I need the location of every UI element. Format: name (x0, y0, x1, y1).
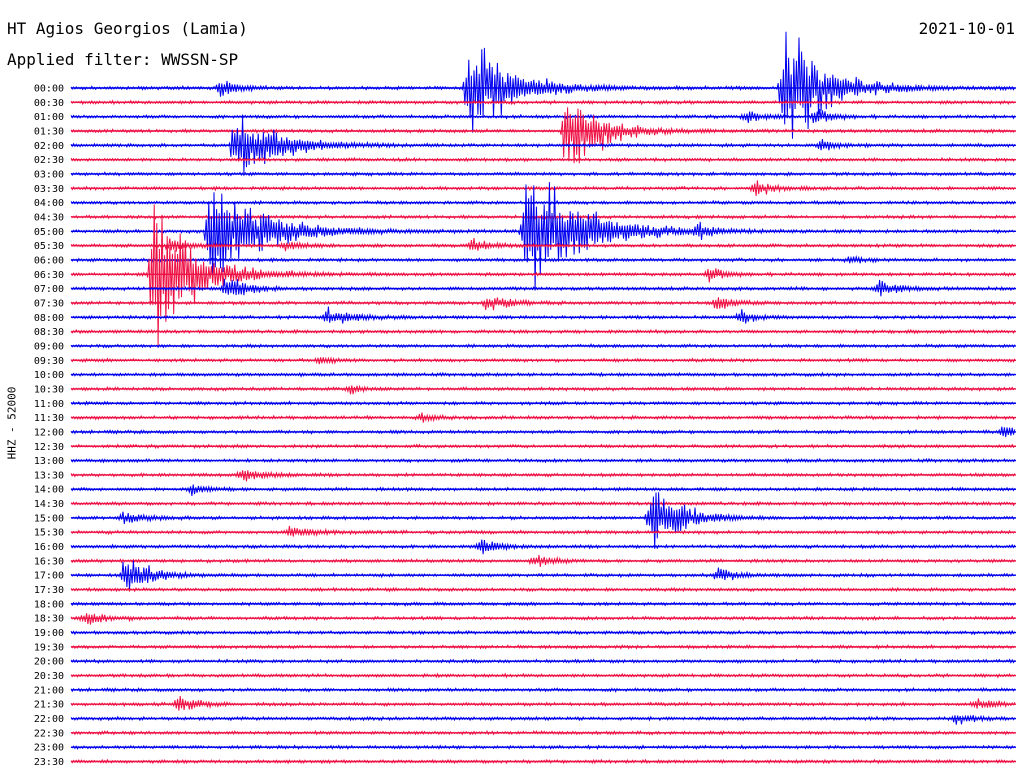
row-time-label: 08:30 (34, 327, 64, 338)
trace-row (70, 199, 1016, 206)
row-time-label: 17:30 (34, 585, 64, 596)
row-time-label: 00:00 (34, 84, 64, 95)
trace-row (70, 539, 1016, 555)
trace-row (70, 204, 1016, 346)
trace-row (70, 554, 1016, 567)
trace-row (70, 412, 1016, 423)
row-time-label: 13:30 (34, 470, 64, 481)
row-time-label: 15:30 (34, 528, 64, 539)
trace-row (70, 729, 1016, 736)
row-time-label: 12:00 (34, 427, 64, 438)
row-time-label: 07:00 (34, 284, 64, 295)
trace-row (70, 613, 1016, 625)
trace-row (70, 696, 1016, 711)
row-time-label: 01:30 (34, 126, 64, 137)
trace-row (70, 525, 1016, 537)
row-time-label: 16:00 (34, 542, 64, 553)
row-time-label: 21:30 (34, 700, 64, 711)
row-time-label: 23:30 (34, 757, 64, 768)
row-time-label: 11:30 (34, 413, 64, 424)
trace-row (70, 586, 1016, 593)
row-time-label: 00:30 (34, 98, 64, 109)
trace-row (70, 31, 1016, 139)
trace-row (70, 384, 1016, 395)
trace-row (70, 672, 1016, 679)
trace-row (70, 297, 1016, 311)
row-time-label: 19:30 (34, 642, 64, 653)
row-time-label: 22:00 (34, 714, 64, 725)
row-time-label: 22:30 (34, 728, 64, 739)
row-time-label: 23:00 (34, 743, 64, 754)
trace-row (70, 306, 1016, 324)
station-title: HT Agios Georgios (Lamia) (7, 19, 248, 38)
channel-label-text: HHZ - 52000 (5, 386, 19, 460)
row-time-label: 14:00 (34, 485, 64, 496)
filter-label: Applied filter: WWSSN-SP (7, 50, 239, 69)
trace-row (70, 744, 1016, 751)
trace-row (70, 492, 1016, 549)
row-time-label: 02:00 (34, 141, 64, 152)
time-tick-labels: 00:00 00:30 01:00 01:30 02:00 02:30 03:00 03:30… (34, 84, 64, 769)
row-time-label: 11:00 (34, 399, 64, 410)
seismic-traces (70, 31, 1016, 765)
date-label: 2021-10-01 (918, 19, 1015, 38)
row-time-label: 03:30 (34, 184, 64, 195)
row-time-label: 16:30 (34, 556, 64, 567)
row-time-label: 02:30 (34, 155, 64, 166)
row-time-label: 07:30 (34, 298, 64, 309)
trace-row (70, 470, 1016, 482)
row-time-label: 06:00 (34, 255, 64, 266)
row-time-label: 19:00 (34, 628, 64, 639)
trace-row (70, 714, 1016, 725)
row-time-label: 05:00 (34, 227, 64, 238)
row-time-label: 06:30 (34, 270, 64, 281)
row-time-label: 10:00 (34, 370, 64, 381)
trace-row (70, 108, 1016, 124)
row-time-label: 10:30 (34, 384, 64, 395)
row-time-label: 04:00 (34, 198, 64, 209)
trace-row (70, 484, 1016, 496)
row-time-label: 13:00 (34, 456, 64, 467)
row-time-label: 20:30 (34, 671, 64, 682)
row-time-label: 08:00 (34, 313, 64, 324)
row-time-label: 03:00 (34, 169, 64, 180)
trace-row (70, 343, 1016, 349)
row-time-label: 15:00 (34, 513, 64, 524)
row-time-label: 04:30 (34, 212, 64, 223)
row-time-label: 09:00 (34, 341, 64, 352)
row-time-label: 18:30 (34, 614, 64, 625)
trace-row (70, 601, 1016, 607)
row-time-label: 05:30 (34, 241, 64, 252)
row-time-label: 14:30 (34, 499, 64, 510)
trace-row (70, 643, 1016, 650)
trace-row (70, 254, 1016, 264)
row-time-label: 01:00 (34, 112, 64, 123)
row-time-label: 18:00 (34, 599, 64, 610)
trace-row (70, 107, 1016, 164)
trace-row (70, 500, 1016, 507)
trace-row (70, 171, 1016, 177)
row-time-label: 21:00 (34, 685, 64, 696)
row-time-label: 17:00 (34, 571, 64, 582)
row-time-label: 20:00 (34, 657, 64, 668)
row-time-label: 12:30 (34, 442, 64, 453)
trace-row (70, 371, 1016, 378)
row-time-label: 09:30 (34, 356, 64, 367)
